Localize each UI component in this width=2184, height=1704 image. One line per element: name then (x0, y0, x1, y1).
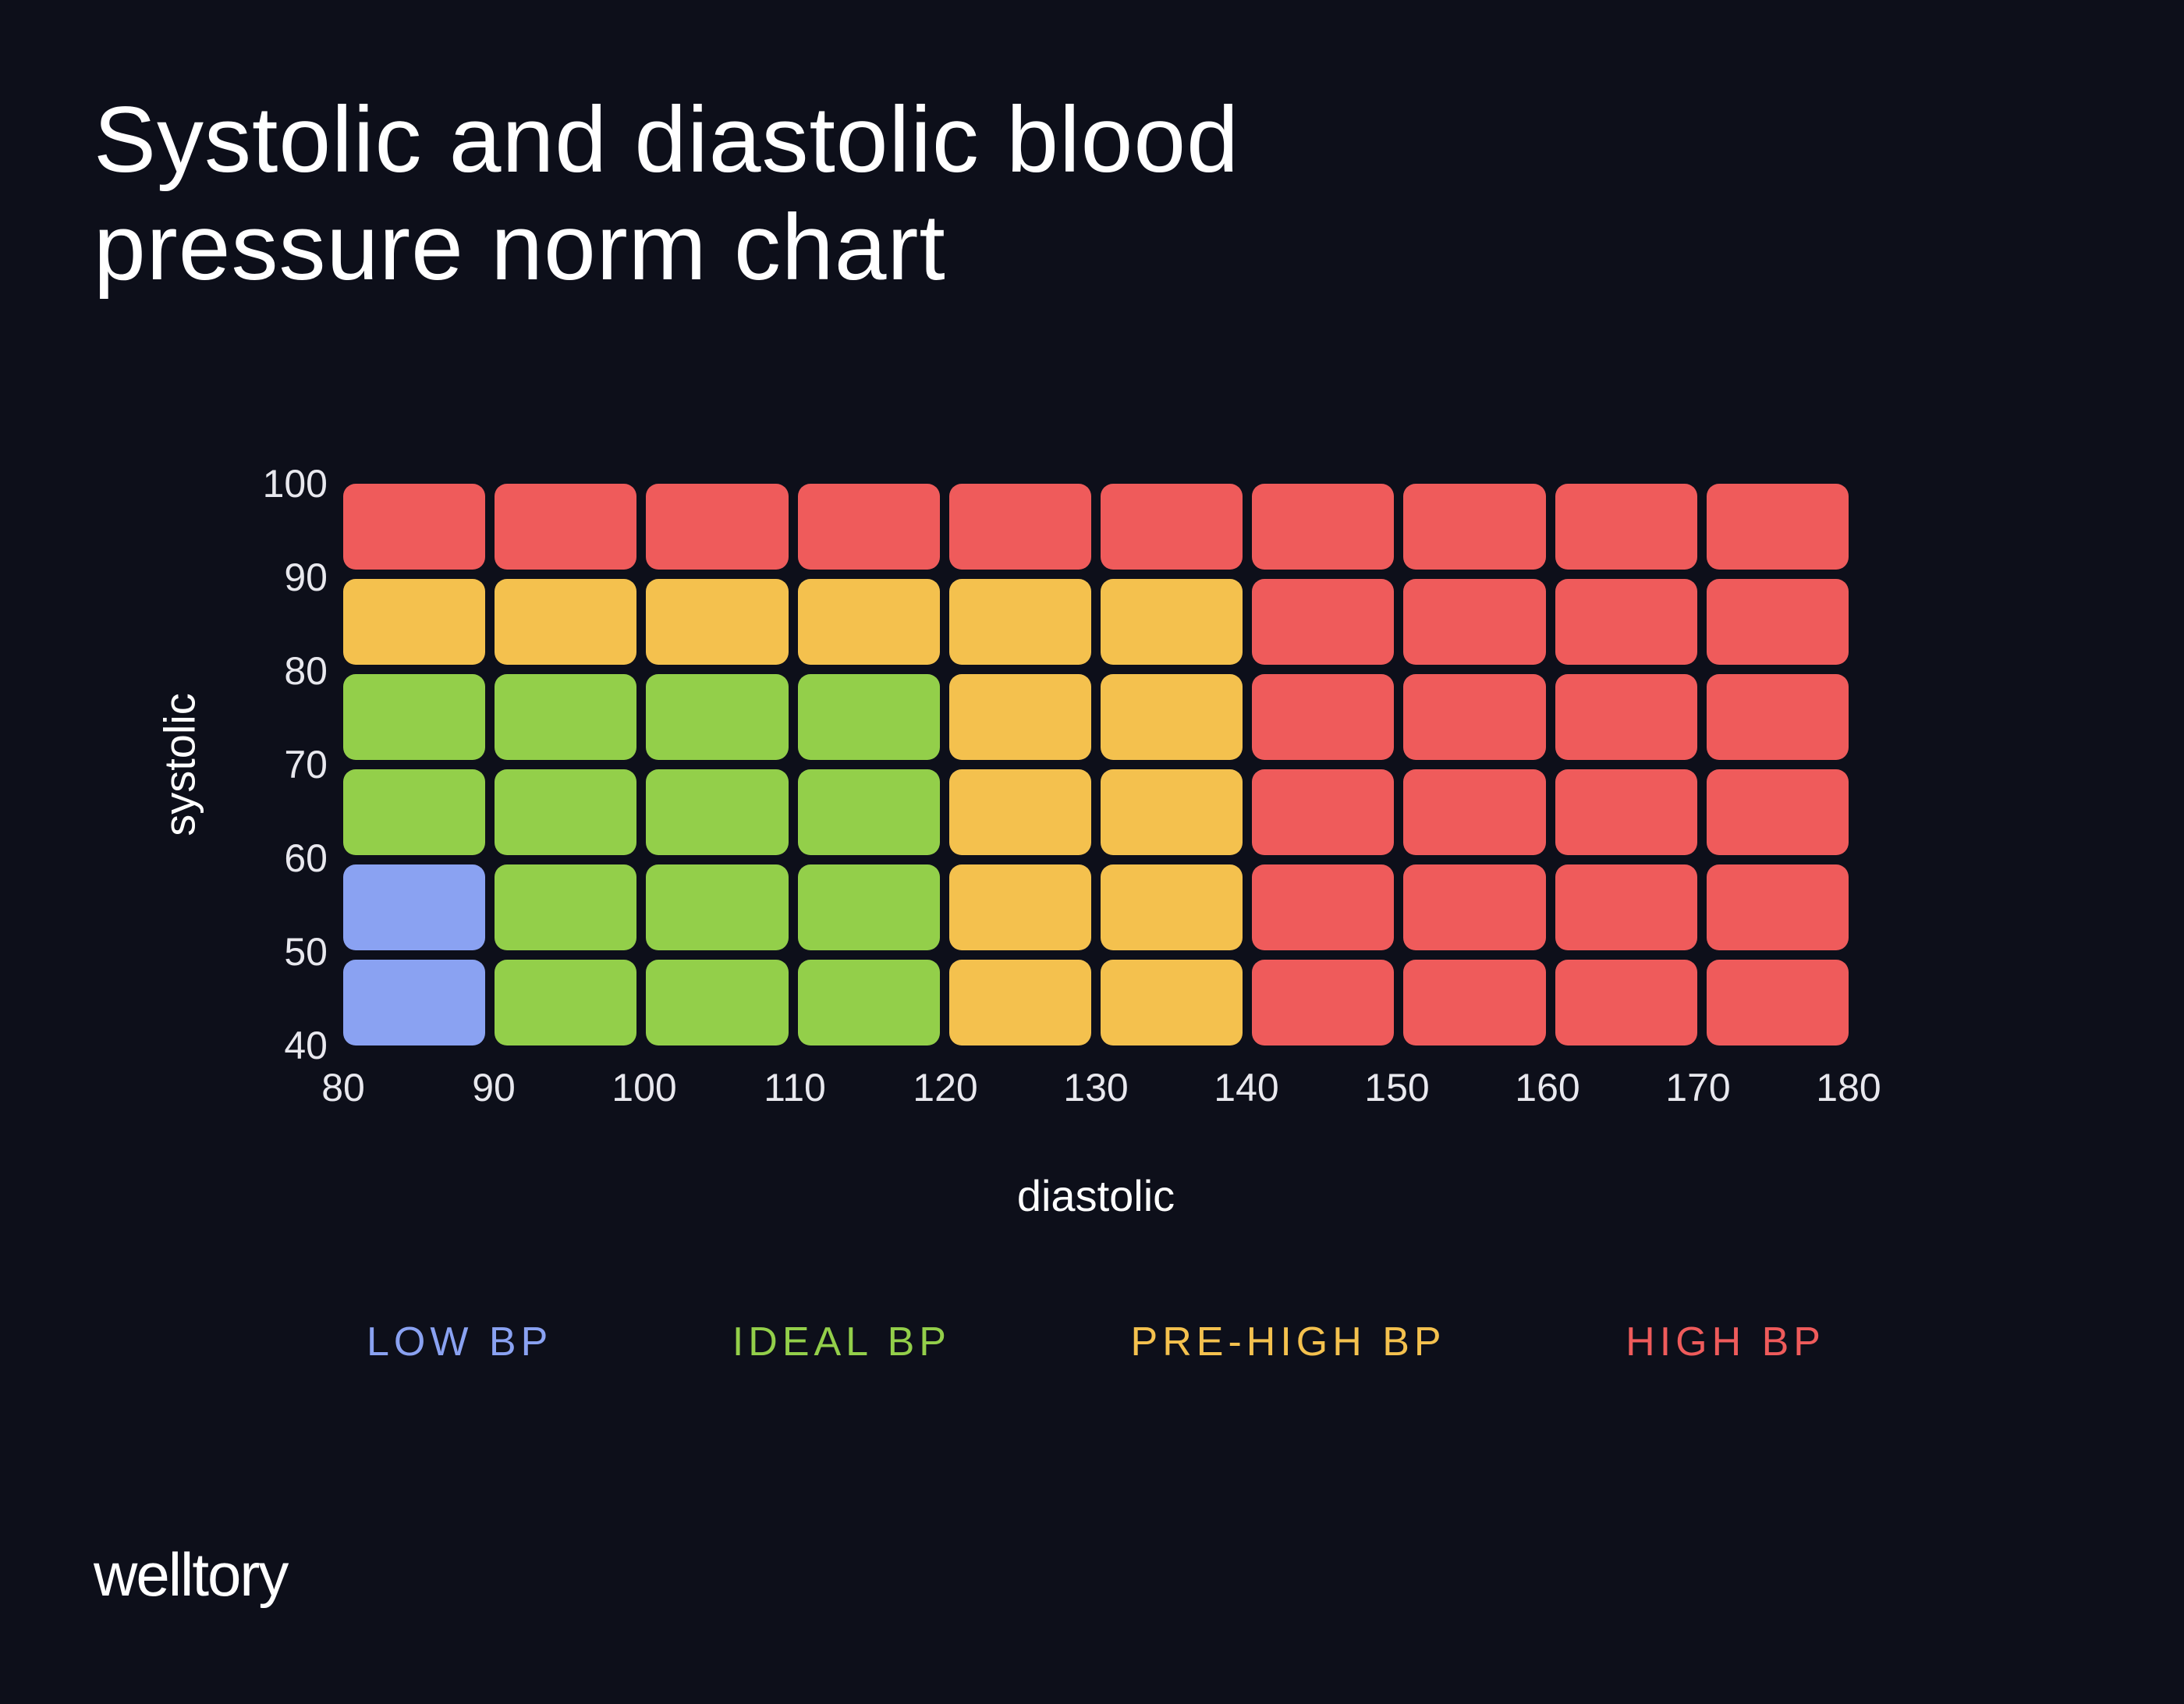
heatmap-cell (1252, 864, 1394, 950)
legend-item-low: LOW BP (367, 1319, 552, 1365)
legend-item-high: HIGH BP (1626, 1319, 1825, 1365)
heatmap-cell (343, 769, 485, 855)
heatmap-cell (343, 579, 485, 665)
legend-item-ideal: IDEAL BP (732, 1319, 951, 1365)
x-tick-label: 130 (1063, 1065, 1128, 1110)
x-tick-label: 150 (1364, 1065, 1429, 1110)
heatmap-cell (949, 579, 1091, 665)
heatmap-cell (1101, 769, 1243, 855)
heatmap-cell (949, 960, 1091, 1045)
heatmap-cell (1403, 960, 1545, 1045)
heatmap-cell (798, 864, 940, 950)
heatmap-cell (646, 579, 788, 665)
heatmap-cell (1252, 484, 1394, 570)
heatmap-cell (495, 864, 636, 950)
title-line-2: pressure norm chart (94, 193, 1239, 301)
heatmap-cell (646, 484, 788, 570)
y-tick-label: 80 (284, 648, 328, 694)
heatmap-cell (495, 769, 636, 855)
x-tick-label: 90 (472, 1065, 516, 1110)
heatmap-cell (1403, 579, 1545, 665)
heatmap-cell (1403, 484, 1545, 570)
heatmap-cell (949, 484, 1091, 570)
brand-logo: welltory (94, 1539, 287, 1610)
heatmap-cell (1555, 484, 1697, 570)
heatmap-cell (343, 864, 485, 950)
heatmap-cell (1707, 960, 1849, 1045)
heatmap-cell (495, 674, 636, 760)
heatmap-cell (1252, 674, 1394, 760)
y-tick-label: 50 (284, 929, 328, 974)
heatmap-cell (1252, 960, 1394, 1045)
heatmap-cell (798, 674, 940, 760)
y-tick-label: 60 (284, 836, 328, 881)
x-tick-label: 100 (612, 1065, 676, 1110)
heatmap-cell (646, 769, 788, 855)
heatmap-cell (1707, 579, 1849, 665)
heatmap-cell (1403, 769, 1545, 855)
heatmap-cell (1101, 864, 1243, 950)
heatmap-cell (1555, 674, 1697, 760)
heatmap-chart (343, 484, 1849, 1045)
heatmap-cell (1101, 960, 1243, 1045)
chart-title: Systolic and diastolic blood pressure no… (94, 86, 1239, 301)
heatmap-cell (1555, 960, 1697, 1045)
heatmap-cell (798, 484, 940, 570)
heatmap-cell (949, 864, 1091, 950)
y-tick-label: 40 (284, 1023, 328, 1068)
heatmap-cell (1555, 579, 1697, 665)
heatmap-cell (1252, 579, 1394, 665)
x-axis-ticks: 8090100110120130140150160170180 (343, 1065, 1849, 1120)
heatmap-cell (798, 769, 940, 855)
heatmap-cell (343, 960, 485, 1045)
x-tick-label: 110 (764, 1065, 826, 1110)
y-tick-label: 90 (284, 555, 328, 600)
heatmap-cell (343, 674, 485, 760)
x-tick-label: 160 (1515, 1065, 1580, 1110)
heatmap-cell (1101, 674, 1243, 760)
heatmap-cell (949, 674, 1091, 760)
heatmap-cell (495, 960, 636, 1045)
heatmap-grid (343, 484, 1849, 1045)
x-tick-label: 180 (1816, 1065, 1881, 1110)
legend-item-prehigh: PRE-HIGH BP (1131, 1319, 1446, 1365)
x-tick-label: 120 (913, 1065, 977, 1110)
heatmap-cell (1101, 579, 1243, 665)
y-axis-ticks: 100908070605040 (234, 484, 328, 1045)
x-axis-title: diastolic (1017, 1170, 1175, 1221)
heatmap-cell (1707, 864, 1849, 950)
heatmap-cell (646, 864, 788, 950)
legend: LOW BP IDEAL BP PRE-HIGH BP HIGH BP (343, 1319, 1849, 1365)
y-tick-label: 70 (284, 742, 328, 787)
heatmap-cell (798, 579, 940, 665)
heatmap-cell (1555, 769, 1697, 855)
heatmap-cell (1403, 864, 1545, 950)
x-tick-label: 140 (1214, 1065, 1278, 1110)
heatmap-cell (495, 579, 636, 665)
heatmap-cell (343, 484, 485, 570)
heatmap-cell (1252, 769, 1394, 855)
x-tick-label: 80 (321, 1065, 365, 1110)
heatmap-cell (1707, 674, 1849, 760)
heatmap-cell (1707, 769, 1849, 855)
x-tick-label: 170 (1665, 1065, 1730, 1110)
heatmap-cell (646, 674, 788, 760)
heatmap-cell (495, 484, 636, 570)
heatmap-cell (1403, 674, 1545, 760)
heatmap-cell (798, 960, 940, 1045)
heatmap-cell (1707, 484, 1849, 570)
heatmap-cell (646, 960, 788, 1045)
y-tick-label: 100 (263, 461, 328, 506)
title-line-1: Systolic and diastolic blood (94, 86, 1239, 193)
y-axis-title: systolic (154, 693, 205, 836)
heatmap-cell (1101, 484, 1243, 570)
heatmap-cell (1555, 864, 1697, 950)
heatmap-cell (949, 769, 1091, 855)
